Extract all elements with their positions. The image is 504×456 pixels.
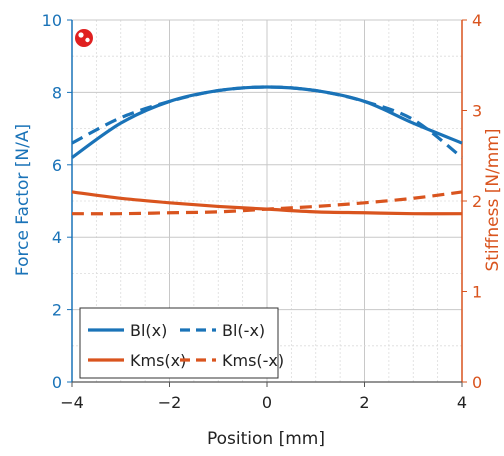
legend-label-bl-x: Bl(-x) <box>222 321 265 340</box>
y-right-tick-label: 4 <box>472 11 482 30</box>
x-tick-label: 0 <box>262 393 272 412</box>
y-left-tick-label: 6 <box>52 156 62 175</box>
y-right-tick-label: 1 <box>472 283 482 302</box>
axes <box>67 19 467 387</box>
y-left-tick-label: 8 <box>52 83 62 102</box>
y-right-tick-label: 0 <box>472 373 482 392</box>
series-line-kms-x <box>71 190 463 216</box>
x-tick-label: −2 <box>158 393 182 412</box>
y-right-tick-label: 2 <box>472 192 482 211</box>
y-axis-label-right: Stiffness [N/mm] <box>483 128 503 271</box>
y-left-tick-label: 0 <box>52 373 62 392</box>
series-line-bl-x <box>71 85 463 159</box>
y-left-tick-label: 4 <box>52 228 62 247</box>
x-tick-label: −4 <box>60 393 84 412</box>
legend: Bl(x) Bl(-x) Kms(x) Kms(-x) <box>79 307 284 379</box>
logo-icon <box>75 29 93 47</box>
legend-label-kms-x: Kms(x) <box>130 351 186 370</box>
y-right-tick-label: 3 <box>472 102 482 121</box>
legend-label-bl-x: Bl(x) <box>130 321 167 340</box>
series-lines <box>71 85 463 216</box>
x-tick-label: 2 <box>359 393 369 412</box>
y-axis-label-left: Force Factor [N/A] <box>13 124 33 276</box>
y-left-tick-label: 2 <box>52 301 62 320</box>
x-axis-label: Position [mm] <box>207 429 325 449</box>
legend-label-kms-x: Kms(-x) <box>222 351 284 370</box>
x-tick-label: 4 <box>457 393 467 412</box>
legend-box <box>79 307 279 379</box>
y-left-tick-label: 10 <box>42 11 62 30</box>
